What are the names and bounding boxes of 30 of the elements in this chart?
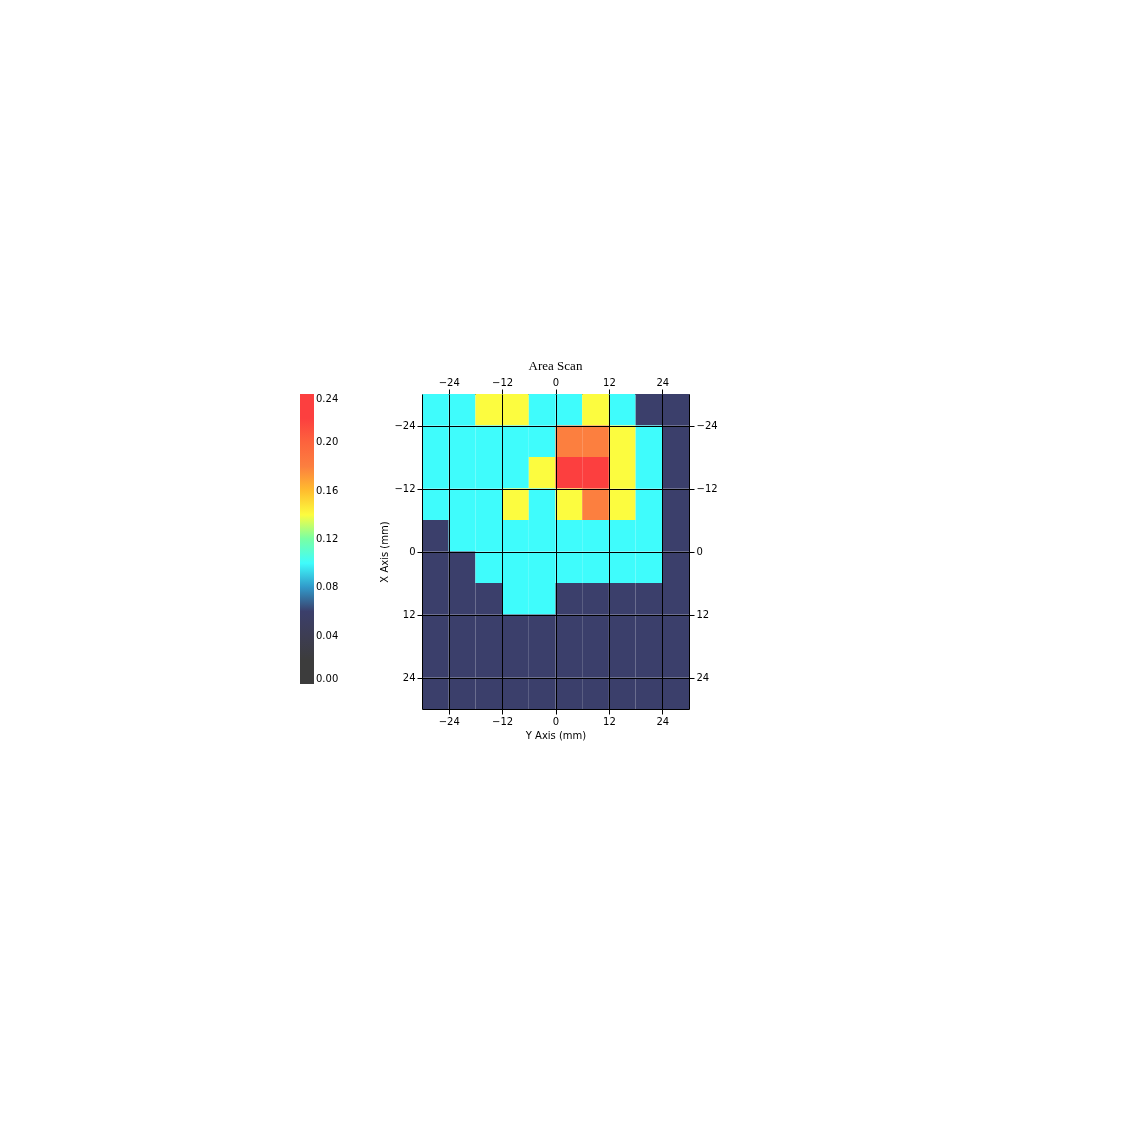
y-tick-label: 24 bbox=[402, 672, 416, 683]
x2-tick-label: 0 bbox=[552, 376, 560, 388]
x-tick-label: 24 bbox=[656, 715, 670, 727]
x2-tick-label: 24 bbox=[656, 376, 670, 388]
x2-tick-label: −24 bbox=[438, 376, 460, 388]
x2-tick-label: 12 bbox=[603, 376, 616, 388]
y-axis-title: X Axis (mm) bbox=[379, 521, 391, 583]
y2-tick-label: −24 bbox=[696, 420, 718, 431]
color-bar-label: 0.04 bbox=[316, 629, 339, 641]
y-tick-label: 12 bbox=[402, 609, 416, 620]
x-axis-title: Y Axis (mm) bbox=[524, 729, 587, 741]
color-bar-label: 0.00 bbox=[316, 673, 339, 684]
y-tick-label: −24 bbox=[394, 420, 416, 431]
chart-title: Area Scan bbox=[528, 358, 583, 373]
y2-tick-label: 0 bbox=[696, 546, 703, 557]
y2-tick-label: 24 bbox=[696, 672, 710, 683]
color-bar-label: 0.08 bbox=[316, 581, 339, 593]
color-bar-label: 0.12 bbox=[316, 533, 339, 544]
x-tick-label: −24 bbox=[438, 715, 460, 727]
y2-tick-label: 12 bbox=[696, 609, 710, 620]
y2-tick-label: −12 bbox=[696, 483, 718, 494]
x2-tick-label: −12 bbox=[492, 376, 514, 388]
x-tick-label: 0 bbox=[552, 715, 560, 727]
color-bar-label: 0.16 bbox=[316, 484, 339, 496]
color-bar-label: 0.24 bbox=[316, 393, 339, 404]
x-tick-label: −12 bbox=[492, 715, 514, 727]
y-tick-label: −12 bbox=[394, 483, 416, 494]
x-tick-label: 12 bbox=[603, 715, 616, 727]
y-tick-label: 0 bbox=[409, 546, 416, 557]
color-bar-label: 0.20 bbox=[316, 436, 339, 448]
